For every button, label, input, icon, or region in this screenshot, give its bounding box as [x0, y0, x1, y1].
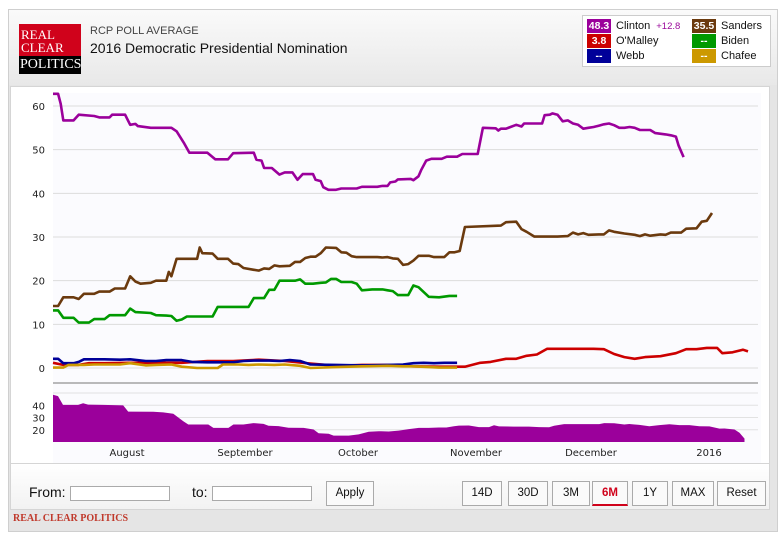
y-tick-label: 60 [32, 102, 45, 113]
to-label: to: [192, 484, 208, 500]
legend-item-clinton[interactable]: 48.3 Clinton +12.8 [587, 19, 681, 33]
legend-item-omalley[interactable]: 3.8 O'Malley [587, 34, 658, 49]
y-tick-label: 40 [32, 189, 45, 200]
x-tick-label: November [450, 448, 503, 459]
date-controls: From: to: Apply 14D 30D 3M 6M 1Y MAX Res… [10, 464, 770, 510]
range-button-max[interactable]: MAX [672, 481, 714, 506]
y-tick-label: 50 [32, 146, 45, 157]
plot-background [53, 93, 761, 463]
y-tick-label: 20 [32, 277, 45, 288]
apply-button[interactable]: Apply [326, 481, 374, 506]
series-line-sanders[interactable] [53, 212, 714, 308]
y-tick-label: 10 [32, 320, 45, 331]
range-button-3m[interactable]: 3M [552, 481, 590, 506]
from-date-input[interactable] [70, 486, 170, 501]
spread-value: +12.8 [656, 21, 681, 32]
legend: 48.3 Clinton +12.8 35.5 Sanders 3.8 O'Malley… [582, 15, 771, 67]
x-tick-label: October [338, 448, 379, 459]
from-label: From: [29, 484, 66, 500]
y-tick-label: 0 [39, 364, 45, 375]
spread-y-tick-label: 40 [32, 401, 45, 412]
series-line-clinton[interactable] [53, 92, 685, 192]
spread-area-fill [53, 394, 745, 442]
y-tick-label: 30 [32, 233, 45, 244]
x-tick-label: 2016 [696, 448, 721, 459]
x-tick-label: August [110, 448, 145, 459]
reset-button[interactable]: Reset [717, 481, 766, 506]
legend-value: 35.5 [692, 19, 716, 33]
series-lines [52, 92, 749, 370]
x-axis-ticks: August September October November December 20… [110, 448, 722, 459]
range-button-1y[interactable]: 1Y [632, 481, 668, 506]
legend-value: 48.3 [587, 19, 611, 33]
gridlines [53, 105, 758, 369]
legend-value: -- [587, 49, 611, 63]
legend-value: -- [692, 34, 716, 48]
legend-value: -- [692, 49, 716, 63]
footer-brand: REAL CLEAR POLITICS [13, 513, 129, 524]
series-line-biden[interactable] [53, 277, 458, 324]
chart-area: 0 10 20 30 40 50 60 20 30 40 August September Octo… [10, 86, 770, 464]
series-line-webb[interactable] [53, 357, 458, 367]
range-button-14d[interactable]: 14D [462, 481, 502, 506]
legend-item-biden[interactable]: -- Biden [692, 34, 749, 49]
x-tick-label: December [565, 448, 618, 459]
chart-kicker: RCP POLL AVERAGE [90, 25, 199, 37]
legend-item-webb[interactable]: -- Webb [587, 49, 645, 64]
y-axis-ticks: 0 10 20 30 40 50 60 [32, 102, 45, 375]
range-button-30d[interactable]: 30D [508, 481, 548, 506]
series-line-chafee[interactable] [53, 361, 458, 370]
header: REAL CLEAR POLITICS RCP POLL AVERAGE 2016… [9, 10, 777, 85]
chart-title: 2016 Democratic Presidential Nomination [90, 40, 348, 56]
range-button-6m[interactable]: 6M [592, 481, 628, 506]
legend-item-sanders[interactable]: 35.5 Sanders [692, 19, 762, 33]
to-date-input[interactable] [212, 486, 312, 501]
legend-value: 3.8 [587, 34, 611, 48]
legend-item-chafee[interactable]: -- Chafee [692, 49, 756, 64]
x-tick-label: September [217, 448, 273, 459]
spread-area [53, 394, 745, 442]
spread-y-tick-label: 30 [32, 414, 45, 425]
rcp-logo[interactable]: REAL CLEAR POLITICS [19, 24, 81, 74]
spread-y-tick-label: 20 [32, 426, 45, 437]
